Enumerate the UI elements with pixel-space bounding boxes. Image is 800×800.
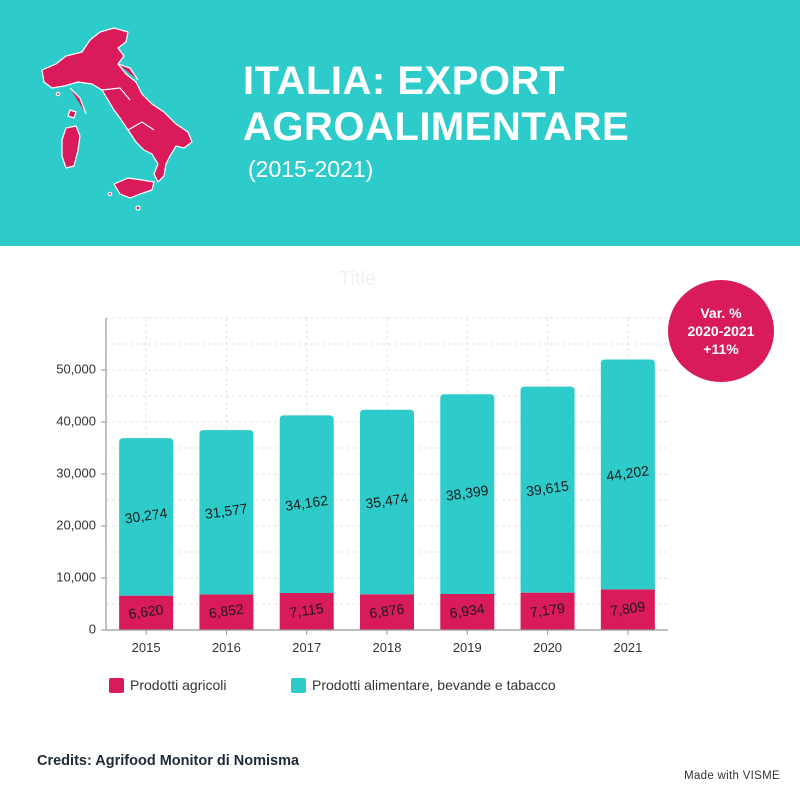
data-label-alimentare-2015: 30,274: [124, 505, 169, 527]
badge-line-1: Var. %: [700, 305, 742, 321]
credits-text: Credits: Agrifood Monitor di Nomisma: [37, 753, 300, 769]
chart-title: Title: [338, 268, 377, 290]
data-label-alimentare-2018: 35,474: [365, 490, 410, 512]
bar-alimentare-2017: [279, 415, 334, 594]
variation-badge: Var. % 2020-2021 +11%: [668, 280, 774, 382]
legend-item-alimentare: Prodotti alimentare, bevande e tabacco: [291, 677, 556, 693]
bar-agricoli-2018: [360, 594, 414, 630]
data-label-agricoli-2021: 7,809: [609, 598, 646, 619]
data-label-agricoli-2020: 7,179: [529, 600, 566, 621]
page-subtitle: (2015-2021): [248, 156, 374, 182]
data-label-alimentare-2021: 44,202: [605, 462, 650, 484]
bar-agricoli-2020: [520, 592, 575, 630]
bar-alimentare-2016: [199, 430, 254, 595]
made-with-text: Made with VISME: [684, 770, 780, 782]
bar-agricoli-2019: [440, 593, 495, 630]
x-tick-label-2016: 2016: [212, 640, 241, 655]
italy-map-icon: [41, 27, 193, 211]
bar-alimentare-2021: [600, 359, 655, 590]
badge-line-2: 2020-2021: [687, 323, 755, 339]
legend-label-agricoli: Prodotti agricoli: [130, 677, 227, 693]
bar-agricoli-2021: [600, 589, 655, 630]
data-label-alimentare-2020: 39,615: [525, 477, 570, 499]
legend-swatch-agricoli: [109, 677, 124, 693]
y-tick-label-10000: 10,000: [56, 569, 96, 584]
x-tick-label-2015: 2015: [132, 640, 161, 655]
data-label-alimentare-2017: 34,162: [284, 492, 329, 514]
x-tick-label-2019: 2019: [453, 640, 482, 655]
chart-bars: [119, 359, 655, 630]
bar-agricoli-2015: [119, 595, 174, 630]
bar-agricoli-2017: [279, 593, 334, 630]
x-tick-label-2017: 2017: [292, 640, 321, 655]
y-tick-label-40000: 40,000: [56, 413, 96, 428]
data-label-agricoli-2017: 7,115: [289, 600, 325, 621]
legend-label-alimentare: Prodotti alimentare, bevande e tabacco: [312, 677, 556, 693]
stacked-bar-chart: 6,620 30,274 2015 6,852 31,577 2016 7,115 34,16…: [56, 317, 668, 655]
header-banner: ITALIA: EXPORT AGROALIMENTARE (2015-2021…: [0, 0, 800, 246]
data-label-agricoli-2015: 6,620: [127, 601, 164, 622]
legend-item-agricoli: Prodotti agricoli: [109, 677, 227, 693]
x-tick-label-2021: 2021: [613, 640, 642, 655]
x-tick-label-2020: 2020: [533, 640, 562, 655]
title-line-1: ITALIA: EXPORT: [243, 59, 565, 103]
badge-line-3: +11%: [703, 341, 739, 357]
chart-axes: [101, 318, 668, 635]
y-tick-label-0: 0: [89, 621, 96, 636]
bar-alimentare-2020: [520, 386, 575, 593]
data-label-alimentare-2016: 31,577: [204, 500, 249, 522]
y-tick-label-50000: 50,000: [56, 361, 96, 376]
bar-alimentare-2015: [119, 438, 174, 596]
data-label-alimentare-2019: 38,399: [445, 482, 490, 504]
data-label-agricoli-2019: 6,934: [449, 600, 486, 621]
y-tick-label-20000: 20,000: [56, 517, 96, 532]
data-label-agricoli-2016: 6,852: [208, 601, 245, 622]
legend-swatch-alimentare: [291, 677, 306, 693]
data-label-agricoli-2018: 6,876: [368, 600, 405, 621]
page-title: ITALIA: EXPORT AGROALIMENTARE: [243, 58, 629, 150]
bar-alimentare-2019: [440, 394, 495, 594]
y-tick-label-30000: 30,000: [56, 465, 96, 480]
title-line-2: AGROALIMENTARE: [243, 105, 630, 149]
bar-agricoli-2016: [199, 594, 254, 630]
x-tick-label-2018: 2018: [373, 640, 402, 655]
bar-alimentare-2018: [360, 409, 414, 595]
chart-labels: 6,620 30,274 2015 6,852 31,577 2016 7,115 34,16…: [56, 361, 650, 655]
